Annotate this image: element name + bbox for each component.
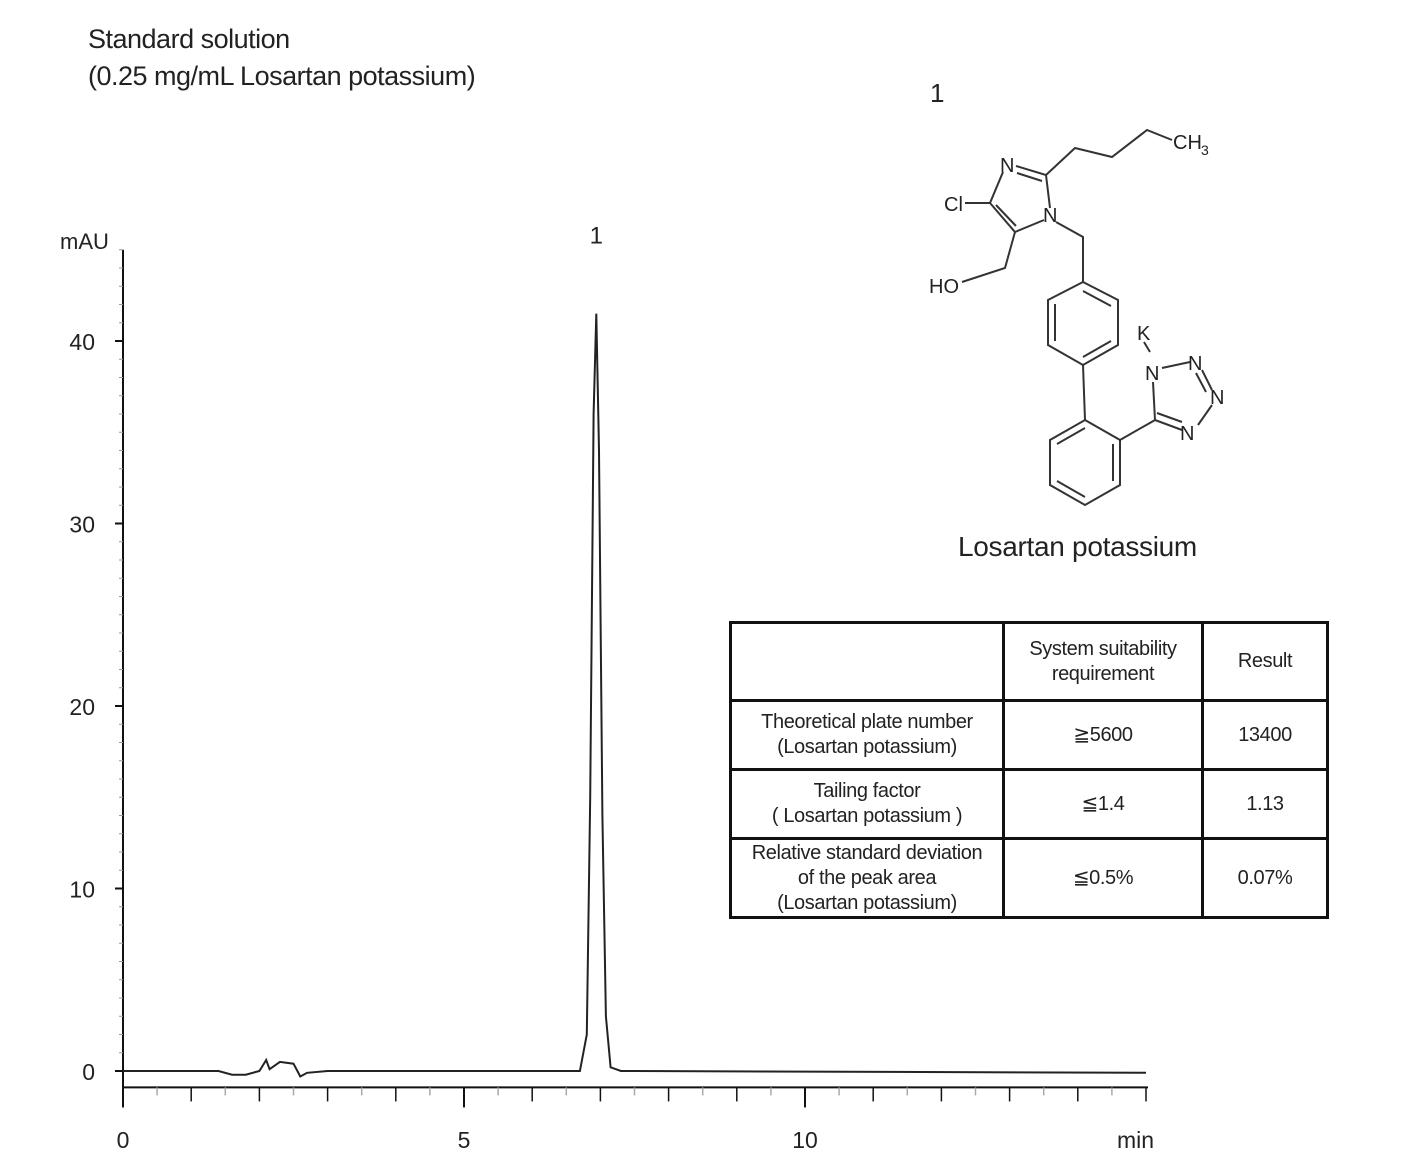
item-line: (Losartan potassium) bbox=[777, 736, 957, 758]
atom-cl: Cl bbox=[944, 194, 963, 216]
atom-tetrazole-n4: N bbox=[1180, 423, 1194, 445]
row-result: 1.13 bbox=[1201, 768, 1329, 840]
peak-label: 1 bbox=[590, 223, 603, 250]
system-suitability-table: System suitability requirement Result Th… bbox=[729, 621, 1329, 919]
table-row: Theoretical plate number (Losartan potass… bbox=[729, 699, 1329, 771]
item-line: of the peak area bbox=[797, 866, 937, 889]
atom-tetrazole-n3: N bbox=[1210, 387, 1224, 409]
row-item: Tailing factor ( Losartan potassium ) bbox=[729, 768, 1005, 840]
table-header-row: System suitability requirement Result bbox=[729, 621, 1329, 702]
y-tick-label: 0 bbox=[82, 1059, 95, 1085]
compound-name: Losartan potassium bbox=[958, 531, 1197, 562]
atom-ch3: CH bbox=[1173, 132, 1202, 154]
row-result: 0.07% bbox=[1201, 837, 1329, 919]
atom-k: K bbox=[1137, 323, 1151, 345]
x-tick-label: 5 bbox=[458, 1127, 471, 1153]
atom-tetrazole-n1: N bbox=[1145, 363, 1159, 385]
y-tick-label: 20 bbox=[69, 694, 95, 720]
atom-n3: N bbox=[1000, 155, 1014, 177]
row-requirement: ≧5600 bbox=[1002, 699, 1204, 771]
y-tick-label: 40 bbox=[69, 329, 95, 355]
row-item: Theoretical plate number (Losartan potass… bbox=[729, 699, 1005, 771]
header-result: Result bbox=[1201, 621, 1329, 702]
table-row: Tailing factor ( Losartan potassium ) ≦1.… bbox=[729, 768, 1329, 840]
chromatogram-trace bbox=[123, 313, 1147, 1078]
table-row: Relative standard deviation of the peak a… bbox=[729, 837, 1329, 919]
x-axis-label: min bbox=[1117, 1127, 1154, 1153]
atom-n1: N bbox=[1043, 205, 1057, 227]
item-line: Tailing factor bbox=[813, 780, 921, 802]
y-tick-label: 10 bbox=[69, 877, 95, 903]
row-requirement: ≦1.4 bbox=[1002, 768, 1204, 840]
x-tick-label: 0 bbox=[117, 1127, 130, 1153]
structure-atom-labels: N N Cl HO CH 3 K N N N N bbox=[929, 132, 1224, 445]
header-requirement: System suitability requirement bbox=[1002, 621, 1204, 702]
atom-tetrazole-n2: N bbox=[1188, 353, 1202, 375]
row-item: Relative standard deviation of the peak a… bbox=[729, 837, 1005, 919]
title-line-1: Standard solution bbox=[88, 24, 290, 54]
y-tick-label: 30 bbox=[69, 512, 95, 538]
item-line: Relative standard deviation bbox=[751, 841, 983, 864]
item-line: Theoretical plate number bbox=[761, 711, 973, 733]
structure-bonds bbox=[961, 128, 1213, 507]
item-line: ( Losartan potassium ) bbox=[771, 805, 963, 827]
title-line-2: (0.25 mg/mL Losartan potassium) bbox=[88, 61, 476, 91]
atom-ch3-subscript: 3 bbox=[1201, 142, 1209, 158]
item-line: (Losartan potassium) bbox=[777, 891, 957, 914]
header-empty bbox=[729, 621, 1005, 702]
atom-ho: HO bbox=[929, 276, 959, 298]
row-result: 13400 bbox=[1201, 699, 1329, 771]
structure-peak-number: 1 bbox=[930, 78, 945, 108]
row-requirement: ≦0.5% bbox=[1002, 837, 1204, 919]
y-axis-label: mAU bbox=[60, 229, 109, 254]
x-tick-label: 10 bbox=[792, 1127, 818, 1153]
